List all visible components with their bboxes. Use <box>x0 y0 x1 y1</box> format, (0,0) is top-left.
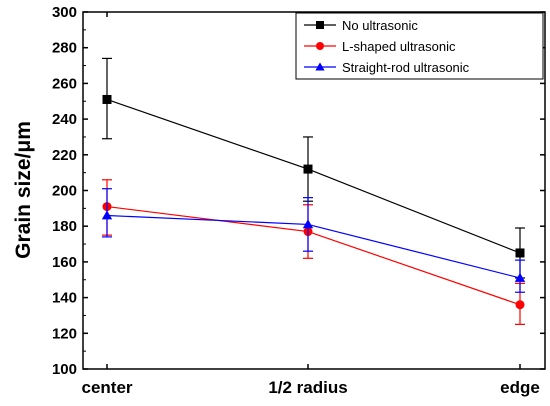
legend-label: No ultrasonic <box>342 18 418 33</box>
series-line <box>106 205 521 306</box>
y-tick-label: 200 <box>52 183 77 200</box>
legend-label: Straight-rod ultrasonic <box>342 60 470 75</box>
series-layer <box>101 57 526 325</box>
data-point <box>101 210 113 220</box>
y-tick-label: 280 <box>52 40 77 57</box>
legend-marker <box>316 42 324 50</box>
x-category-label: edge <box>500 378 540 397</box>
legend-marker <box>316 21 324 29</box>
legend-label: L-shaped ultrasonic <box>342 39 456 54</box>
data-point <box>302 219 314 229</box>
y-axis-ticks: 100 120 140 160 180 200 220 240 260 280 300 <box>52 4 545 378</box>
y-tick-label: 240 <box>52 111 77 128</box>
legend-item: L-shaped ultrasonic <box>304 39 456 54</box>
data-point <box>515 248 525 258</box>
x-category-label: 1/2 radius <box>268 378 347 397</box>
legend-item: Straight-rod ultrasonic <box>304 60 470 75</box>
data-point <box>514 272 526 282</box>
data-point <box>303 164 313 174</box>
legend-marker <box>315 62 325 71</box>
series-2 <box>102 179 525 325</box>
y-tick-label: 260 <box>52 75 77 92</box>
legend-box <box>295 12 544 80</box>
y-axis-title: Grain size/μm <box>12 121 35 259</box>
y-tick-label: 300 <box>52 4 77 21</box>
y-tick-label: 140 <box>52 290 77 307</box>
x-axis-ticks: center 1/2 radius edge <box>81 12 540 397</box>
y-tick-label: 100 <box>52 361 77 378</box>
data-point <box>515 300 525 310</box>
series-1 <box>102 57 525 279</box>
y-tick-label: 220 <box>52 147 77 164</box>
legend-item: No ultrasonic <box>304 18 418 33</box>
y-tick-label: 180 <box>52 218 77 235</box>
data-point <box>102 94 112 104</box>
legend: No ultrasonic L-shaped ultrasonic Straight… <box>295 12 544 80</box>
x-category-label: center <box>81 378 132 397</box>
y-tick-label: 160 <box>52 254 77 271</box>
series-line <box>106 214 521 279</box>
series-3 <box>101 188 526 293</box>
y-tick-label: 120 <box>52 325 77 342</box>
series-line <box>106 98 521 254</box>
